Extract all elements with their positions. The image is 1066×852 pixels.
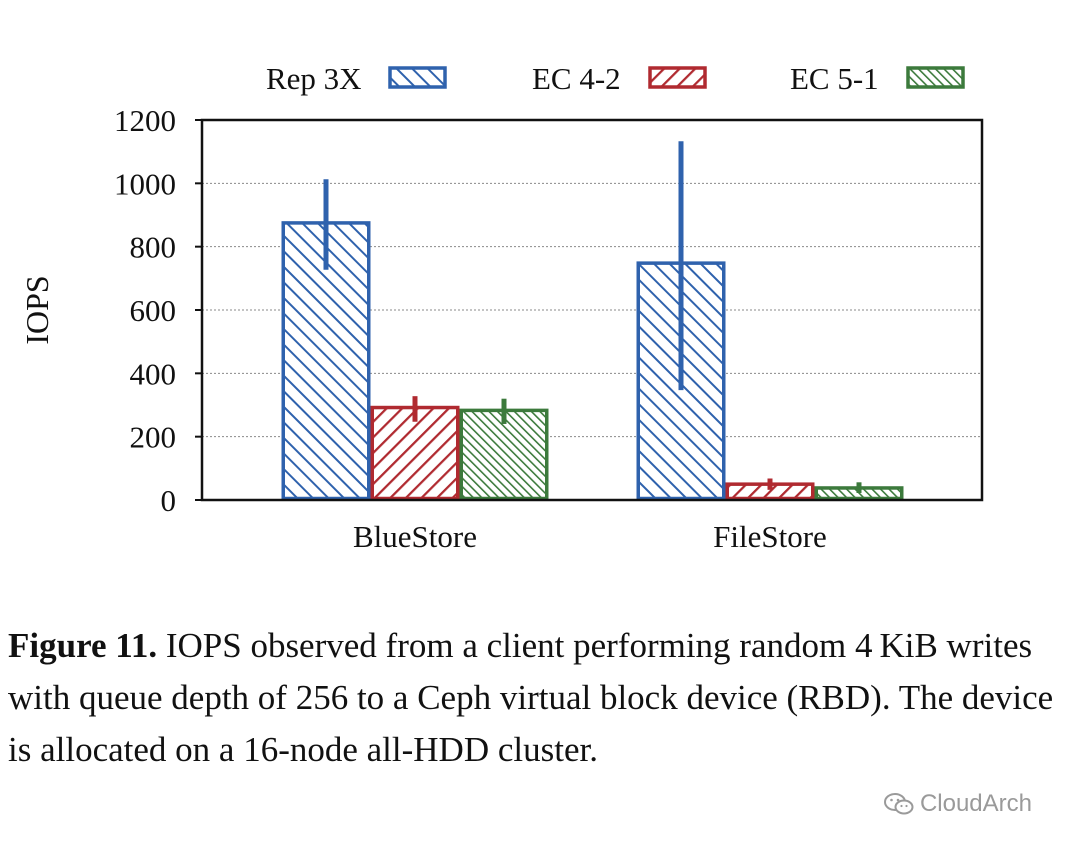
caption-text: IOPS observed from a client performing r… [8, 626, 1054, 769]
x-tick-label: FileStore [713, 519, 827, 554]
y-tick-label: 400 [130, 356, 177, 391]
y-tick-label: 200 [130, 420, 177, 455]
y-tick-label: 800 [130, 230, 177, 265]
y-axis: 0 200 400 600 800 1000 1200 [114, 103, 202, 518]
x-axis: BlueStore FileStore [353, 519, 827, 554]
y-tick-label: 1000 [114, 166, 176, 201]
legend-label: Rep 3X [266, 61, 362, 96]
legend-swatch [648, 66, 707, 89]
watermark-text: CloudArch [919, 790, 1032, 817]
legend-swatch [388, 66, 447, 89]
caption-label: Figure 11. [8, 626, 158, 665]
y-axis-label: IOPS [19, 275, 55, 344]
error-bars [323, 141, 862, 493]
figure-caption: Figure 11. IOPS observed from a client p… [8, 620, 1054, 776]
bars [281, 221, 904, 501]
iops-bar-chart: 0 200 400 600 800 1000 1200 BlueStore FileStore… [19, 61, 984, 554]
legend-item: EC 5-1 [790, 61, 965, 96]
y-tick-label: 1200 [114, 103, 176, 138]
wechat-icon [883, 792, 914, 816]
watermark: CloudArch [883, 790, 1032, 818]
y-tick-label: 600 [130, 293, 177, 328]
x-tick-label: BlueStore [353, 519, 477, 554]
bar-bluestore-ec-4-2 [370, 405, 460, 501]
legend-item: Rep 3X [266, 61, 447, 96]
legend-label: EC 5-1 [790, 61, 879, 96]
legend-item: EC 4-2 [532, 61, 707, 96]
legend: Rep 3X EC 4-2 EC 5-1 [266, 61, 965, 96]
y-tick-label: 0 [161, 483, 177, 518]
legend-label: EC 4-2 [532, 61, 621, 96]
legend-swatch [906, 66, 965, 89]
